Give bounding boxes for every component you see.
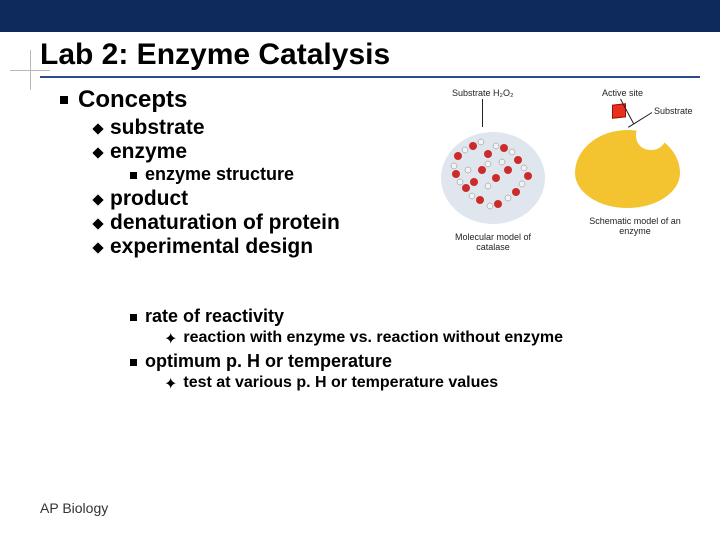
label-substrate: Substrate xyxy=(654,106,693,116)
diamond-bullet-icon xyxy=(92,123,103,134)
square-bullet-icon xyxy=(130,314,137,321)
product-text: product xyxy=(110,187,188,211)
bullet-optimum: optimum p. H or temperature xyxy=(130,351,700,372)
test-various-text: test at various p. H or temperature valu… xyxy=(183,374,498,392)
label-substrate-h2o2: Substrate H₂O₂ xyxy=(452,88,514,98)
label-active-site: Active site xyxy=(602,88,643,98)
outline-content: Concepts substrate enzyme enzyme structu… xyxy=(60,86,420,259)
bullet-enzyme-structure: enzyme structure xyxy=(130,164,420,185)
top-bar xyxy=(0,0,720,32)
slide-title: Lab 2: Enzyme Catalysis xyxy=(40,38,390,72)
square-bullet-icon xyxy=(130,172,137,179)
footer-text: AP Biology xyxy=(40,500,108,516)
diamond-bullet-icon xyxy=(92,218,103,229)
bullet-test-various: ✦ test at various p. H or temperature va… xyxy=(164,374,700,394)
star-bullet-icon: ✦ xyxy=(164,374,177,394)
bullet-expdesign: experimental design xyxy=(94,235,420,259)
enzyme-structure-text: enzyme structure xyxy=(145,164,294,185)
enzyme-diagram: Substrate H₂O₂ Active site Substrate Mol… xyxy=(420,88,700,278)
bullet-substrate: substrate xyxy=(94,116,420,140)
bullet-rate: rate of reactivity xyxy=(130,306,700,327)
bullet-denaturation: denaturation of protein xyxy=(94,211,420,235)
denaturation-text: denaturation of protein xyxy=(110,211,340,235)
reaction-cmp-text: reaction with enzyme vs. reaction withou… xyxy=(183,329,563,347)
substrate-text: substrate xyxy=(110,116,205,140)
arrow-line xyxy=(482,99,483,127)
square-bullet-icon xyxy=(130,359,137,366)
diamond-bullet-icon xyxy=(92,194,103,205)
rate-text: rate of reactivity xyxy=(145,306,284,327)
square-bullet-icon xyxy=(60,96,68,104)
expdesign-text: experimental design xyxy=(110,235,313,259)
diamond-bullet-icon xyxy=(92,147,103,158)
bullet-product: product xyxy=(94,187,420,211)
label-schematic: Schematic model of an enzyme xyxy=(580,216,690,236)
concepts-text: Concepts xyxy=(78,86,187,114)
lower-outline: rate of reactivity ✦ reaction with enzym… xyxy=(60,306,700,396)
title-underline xyxy=(40,76,700,78)
enzyme-text: enzyme xyxy=(110,140,187,164)
bullet-reaction-cmp: ✦ reaction with enzyme vs. reaction with… xyxy=(164,329,700,349)
label-molecular-model: Molecular model of catalase xyxy=(438,232,548,252)
catalase-molecule-icon xyxy=(438,126,548,226)
diamond-bullet-icon xyxy=(92,242,103,253)
optimum-text: optimum p. H or temperature xyxy=(145,351,392,372)
bullet-enzyme: enzyme xyxy=(94,140,420,164)
star-bullet-icon: ✦ xyxy=(164,329,177,349)
bullet-concepts: Concepts xyxy=(60,86,420,114)
